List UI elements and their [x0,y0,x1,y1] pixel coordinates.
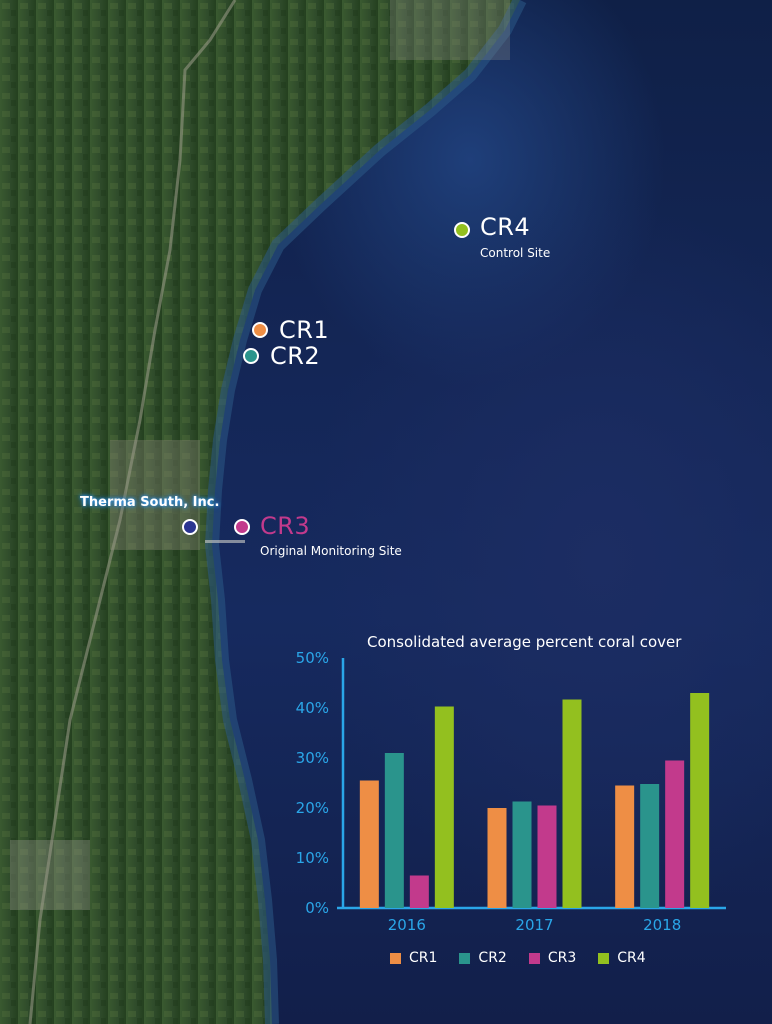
bar-cr2-2016 [384,753,404,908]
bar-cr4-2017 [562,699,582,908]
y-tick-label: 0% [305,899,329,917]
bar-cr3-2016 [409,875,429,908]
legend-item-cr1: CR1 [390,950,437,966]
x-tick-label: 2016 [388,916,426,934]
site-label-cr1: CR1 [279,316,330,344]
bar-cr1-2017 [487,808,507,908]
y-tick-label: 20% [296,799,329,817]
legend-label-cr3: CR3 [547,950,577,966]
site-label-cr2: CR2 [270,342,321,370]
legend-item-cr2: CR2 [459,950,507,966]
y-tick-label: 30% [296,749,329,767]
y-tick-label: 10% [296,849,329,867]
chart-title: Consolidated average percent coral cover [367,633,682,651]
bar-cr4-2016 [434,706,454,908]
legend-item-cr4: CR4 [598,950,646,966]
bar-cr2-2017 [512,801,532,908]
bar-cr1-2018 [615,785,635,908]
facility-label: Therma South, Inc. [80,495,220,510]
legend-swatch-cr1 [390,952,401,964]
bar-cr4-2018 [690,693,710,908]
site-label-cr3: CR3 [260,512,311,540]
x-tick-label: 2018 [643,916,681,934]
bar-cr3-2018 [665,760,685,908]
legend-swatch-cr3 [528,952,540,964]
legend-swatch-cr4 [598,952,610,964]
site-label-cr4: CR4 [480,213,531,241]
legend-label-cr2: CR2 [478,950,507,966]
bar-cr1-2016 [359,780,379,908]
facility-marker[interactable] [182,519,198,535]
site-marker-cr1[interactable] [252,322,268,338]
bar-cr2-2018 [640,784,660,908]
x-tick-label: 2017 [515,916,553,934]
chart-legend: CR1 CR2 CR3 CR4 [390,950,646,966]
y-tick-label: 50% [296,649,329,667]
legend-item-cr3: CR3 [528,950,577,966]
site-marker-cr2[interactable] [243,348,259,364]
legend-swatch-cr2 [459,952,471,964]
y-tick-label: 40% [296,699,329,717]
site-sub-cr3: Original Monitoring Site [260,544,402,558]
legend-label-cr4: CR4 [617,950,646,966]
legend-label-cr1: CR1 [409,950,438,966]
site-marker-cr4[interactable] [454,222,470,238]
site-marker-cr3[interactable] [234,519,250,535]
bar-cr3-2017 [537,805,557,908]
site-sub-cr4: Control Site [480,246,551,260]
